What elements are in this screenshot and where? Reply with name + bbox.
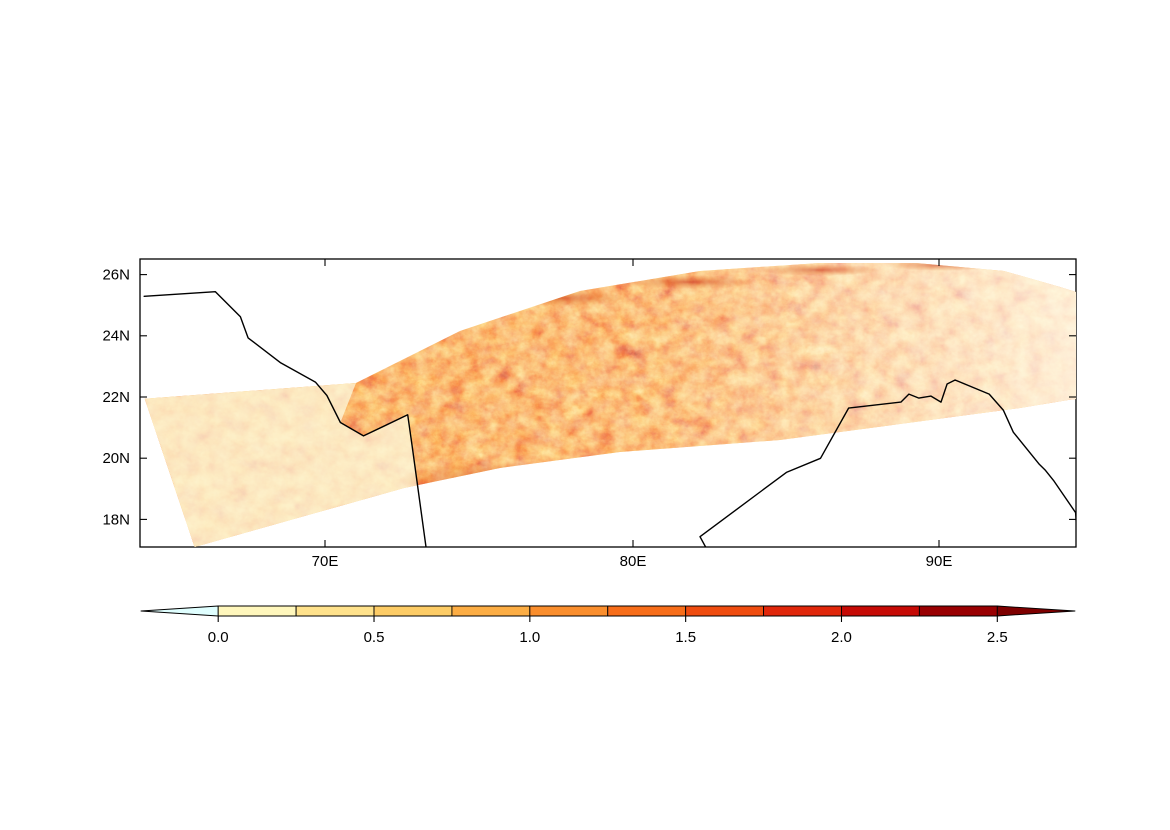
svg-text:80E: 80E [620, 553, 647, 570]
svg-text:20N: 20N [102, 450, 130, 467]
svg-text:24N: 24N [102, 328, 130, 345]
svg-text:0.0: 0.0 [208, 629, 229, 646]
svg-text:18N: 18N [102, 511, 130, 528]
svg-text:2.0: 2.0 [831, 629, 852, 646]
svg-text:2.5: 2.5 [987, 629, 1008, 646]
svg-text:26N: 26N [102, 267, 130, 284]
svg-text:0.5: 0.5 [364, 629, 385, 646]
svg-text:90E: 90E [926, 553, 953, 570]
svg-text:22N: 22N [102, 389, 130, 406]
svg-text:1.0: 1.0 [519, 629, 540, 646]
svg-text:1.5: 1.5 [675, 629, 696, 646]
svg-text:70E: 70E [312, 553, 339, 570]
